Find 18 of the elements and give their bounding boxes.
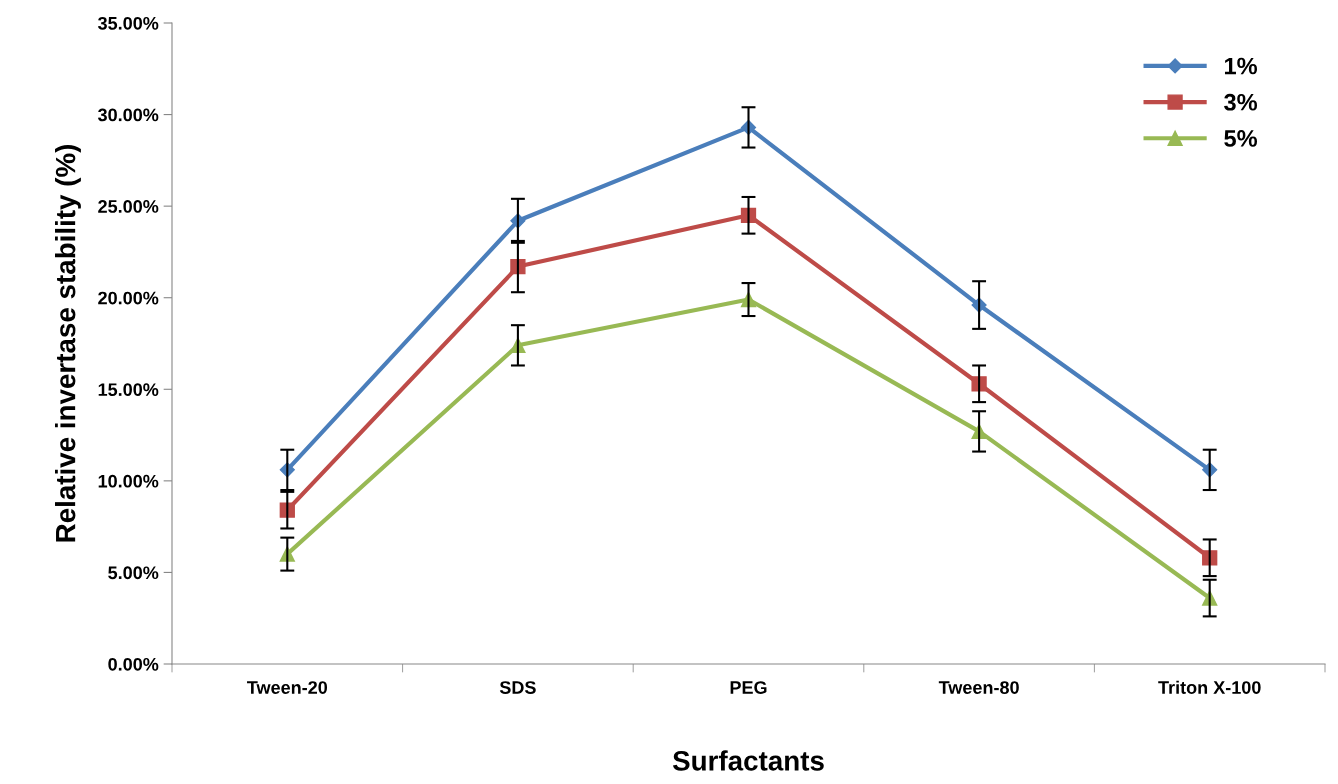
- legend-label: 1%: [1224, 57, 1258, 75]
- x-tick-label: PEG: [730, 681, 767, 694]
- y-tick-label: 35.00%: [97, 16, 159, 30]
- y-tick-label: 30.00%: [97, 108, 159, 122]
- y-tick-label: 5.00%: [108, 566, 159, 580]
- y-tick-label: 25.00%: [98, 200, 159, 213]
- x-tick-label: Tween-80: [938, 681, 1019, 694]
- x-tick-label: Triton X-100: [1158, 680, 1261, 694]
- x-tick-label: Tween-20: [247, 681, 328, 694]
- y-axis-title: Relative invertase stability (%): [55, 144, 81, 542]
- y-tick-label: 10.00%: [98, 474, 159, 488]
- legend-label: 5%: [1224, 130, 1258, 147]
- x-axis-title: Surfactants: [672, 750, 824, 771]
- legend-label: 3%: [1224, 93, 1258, 111]
- y-tick-label: 0.00%: [108, 657, 159, 671]
- y-tick-label: 15.00%: [98, 383, 159, 397]
- y-tick-label: 20.00%: [98, 291, 159, 305]
- x-tick-label: SDS: [499, 681, 536, 694]
